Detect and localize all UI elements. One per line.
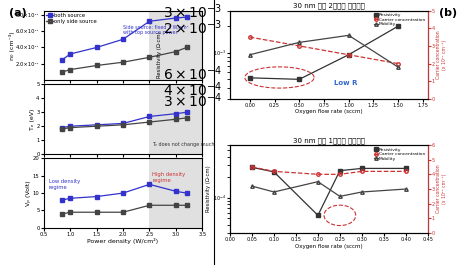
Y-axis label: Resistivity (Ω·cm): Resistivity (Ω·cm) [157, 31, 162, 78]
Mobility [246, 53, 252, 56]
Bar [149, 158, 213, 228]
Text: Side source: fixed 3 W/cm²
with top source power: Side source: fixed 3 W/cm² with top sour… [123, 21, 188, 35]
Resistivity [358, 167, 364, 170]
only side source [59, 70, 65, 74]
only side source [184, 46, 189, 49]
only side source [173, 50, 178, 53]
Mobility [345, 34, 351, 37]
Y-axis label: Carrier concentration
(x 10²⁰ cm⁻³): Carrier concentration (x 10²⁰ cm⁻³) [436, 165, 446, 213]
Line: Mobility: Mobility [250, 180, 407, 198]
Resistivity [336, 169, 342, 172]
Text: Low density
regime: Low density regime [49, 179, 80, 190]
Mobility [271, 190, 276, 193]
Resistivity [271, 170, 276, 174]
Carrier concentration [271, 170, 276, 173]
Carrier concentration [249, 165, 254, 169]
Line: only side source: only side source [60, 46, 188, 74]
Text: (a): (a) [9, 8, 27, 18]
both source [146, 20, 152, 23]
Carrier concentration [395, 62, 400, 65]
Carrier concentration [336, 173, 342, 176]
Carrier concentration [358, 170, 364, 173]
both source [173, 16, 178, 20]
Bar [149, 11, 213, 80]
Y-axis label: n₀ (cm⁻³): n₀ (cm⁻³) [9, 31, 15, 60]
X-axis label: Oxygen flow rate (sccm): Oxygen flow rate (sccm) [294, 109, 362, 114]
Text: Tₑ does not change much: Tₑ does not change much [152, 142, 214, 147]
only side source [120, 61, 126, 64]
Resistivity [402, 167, 408, 170]
Line: Mobility: Mobility [247, 34, 399, 69]
Resistivity [395, 25, 400, 28]
Mobility [249, 184, 254, 188]
Mobility [336, 195, 342, 198]
Mobility [296, 41, 302, 44]
Text: (b): (b) [438, 8, 456, 18]
Legend: Resistivity, Carrier concentration, Mobility: Resistivity, Carrier concentration, Mobi… [372, 147, 425, 161]
both source [59, 58, 65, 61]
Line: Resistivity: Resistivity [250, 166, 407, 217]
Text: High density
regime: High density regime [152, 172, 185, 183]
Resistivity [246, 76, 252, 80]
Bar [149, 85, 213, 154]
Mobility [402, 187, 408, 191]
X-axis label: Oxygen flow rate (sccm): Oxygen flow rate (sccm) [294, 244, 362, 249]
both source [120, 38, 126, 41]
Title: 30 nm 에서 2차년도 실험결과: 30 nm 에서 2차년도 실험결과 [292, 3, 364, 10]
only side source [67, 68, 73, 71]
Y-axis label: Vₚ (Volt): Vₚ (Volt) [26, 180, 31, 206]
Y-axis label: Carrier concentration
(x 10²¹ cm⁻³): Carrier concentration (x 10²¹ cm⁻³) [436, 30, 446, 79]
Legend: Resistivity, Carrier concentration, Mobility: Resistivity, Carrier concentration, Mobi… [372, 13, 425, 27]
only side source [146, 56, 152, 59]
Line: Resistivity: Resistivity [247, 24, 399, 81]
Y-axis label: Tₑ (eV): Tₑ (eV) [30, 109, 35, 130]
Mobility [314, 180, 320, 183]
Carrier concentration [296, 44, 302, 47]
Text: Low R: Low R [333, 80, 357, 86]
Carrier concentration [246, 36, 252, 39]
Line: both source: both source [60, 15, 188, 61]
Line: Carrier concentration: Carrier concentration [247, 35, 399, 65]
both source [94, 46, 99, 49]
only side source [94, 64, 99, 67]
X-axis label: Power density (W/cm²): Power density (W/cm²) [87, 238, 158, 244]
Carrier concentration [314, 173, 320, 176]
Mobility [395, 65, 400, 69]
Mobility [358, 190, 364, 193]
both source [67, 52, 73, 56]
both source [184, 16, 189, 19]
Carrier concentration [345, 53, 351, 56]
Resistivity [314, 214, 320, 217]
Y-axis label: Resistivity (Ω·cm): Resistivity (Ω·cm) [206, 166, 211, 213]
Carrier concentration [402, 170, 408, 173]
Title: 30 nm 에서 1차년도 실험결곺: 30 nm 에서 1차년도 실험결곺 [292, 137, 364, 144]
Line: Carrier concentration: Carrier concentration [250, 165, 407, 176]
Resistivity [249, 166, 254, 169]
Resistivity [345, 53, 351, 56]
Resistivity [296, 78, 302, 81]
Legend: both source, only side source: both source, only side source [45, 12, 98, 25]
